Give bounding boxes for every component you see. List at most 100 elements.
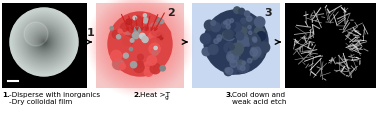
Circle shape <box>241 34 248 41</box>
Circle shape <box>115 60 124 70</box>
Circle shape <box>153 49 158 54</box>
Circle shape <box>160 66 165 71</box>
Circle shape <box>26 24 62 60</box>
Circle shape <box>22 20 66 64</box>
Circle shape <box>40 38 48 45</box>
Circle shape <box>34 32 54 52</box>
Circle shape <box>12 10 76 74</box>
Circle shape <box>119 36 131 48</box>
Circle shape <box>239 8 245 14</box>
Circle shape <box>222 22 228 28</box>
Circle shape <box>250 46 261 57</box>
Circle shape <box>34 32 54 52</box>
Circle shape <box>232 22 242 32</box>
Circle shape <box>40 38 48 46</box>
Circle shape <box>154 46 157 50</box>
Circle shape <box>111 50 122 61</box>
Circle shape <box>231 43 243 55</box>
Circle shape <box>139 33 145 39</box>
Circle shape <box>30 28 58 56</box>
Circle shape <box>11 9 77 75</box>
Circle shape <box>204 10 268 74</box>
Circle shape <box>134 27 140 33</box>
Circle shape <box>160 19 164 23</box>
Circle shape <box>123 35 133 46</box>
Circle shape <box>24 22 64 62</box>
Circle shape <box>136 61 143 67</box>
Circle shape <box>108 12 172 76</box>
Circle shape <box>234 33 239 38</box>
Circle shape <box>98 2 181 86</box>
Circle shape <box>149 38 161 50</box>
Circle shape <box>152 39 156 44</box>
Circle shape <box>133 29 141 36</box>
Circle shape <box>99 3 181 85</box>
Circle shape <box>102 6 178 82</box>
Circle shape <box>42 40 46 44</box>
Circle shape <box>31 29 57 55</box>
Circle shape <box>142 36 148 42</box>
Circle shape <box>17 15 71 69</box>
Text: -Disperse with inorganics
-Dry colloidal film: -Disperse with inorganics -Dry colloidal… <box>9 92 100 105</box>
Circle shape <box>230 19 234 22</box>
Circle shape <box>143 14 147 17</box>
Circle shape <box>16 14 72 70</box>
Circle shape <box>248 25 251 29</box>
Circle shape <box>237 65 242 69</box>
Circle shape <box>100 4 180 84</box>
Circle shape <box>215 37 223 45</box>
Circle shape <box>150 63 161 74</box>
Circle shape <box>19 17 69 67</box>
Circle shape <box>23 21 65 63</box>
Circle shape <box>156 33 163 40</box>
Circle shape <box>110 27 113 30</box>
Circle shape <box>217 38 221 41</box>
Circle shape <box>12 10 76 74</box>
Text: 3.: 3. <box>225 92 233 98</box>
Circle shape <box>259 42 270 53</box>
Circle shape <box>138 54 143 60</box>
Circle shape <box>229 66 237 74</box>
Circle shape <box>254 27 264 37</box>
Circle shape <box>228 22 235 29</box>
Circle shape <box>211 22 220 32</box>
Circle shape <box>14 12 74 72</box>
Circle shape <box>248 58 252 63</box>
Circle shape <box>246 16 252 21</box>
Circle shape <box>223 21 227 24</box>
Circle shape <box>217 45 227 55</box>
Text: 1.: 1. <box>2 92 10 98</box>
Circle shape <box>27 25 61 59</box>
Circle shape <box>24 22 48 46</box>
Circle shape <box>143 18 148 23</box>
Circle shape <box>144 26 149 31</box>
Circle shape <box>215 52 222 60</box>
Circle shape <box>21 19 67 65</box>
Circle shape <box>150 23 160 32</box>
Circle shape <box>240 66 245 70</box>
Circle shape <box>234 7 240 13</box>
Circle shape <box>237 61 249 73</box>
Circle shape <box>215 38 224 47</box>
Circle shape <box>39 37 49 47</box>
Circle shape <box>104 8 176 80</box>
Circle shape <box>96 0 184 88</box>
Circle shape <box>229 45 234 50</box>
Circle shape <box>42 40 46 44</box>
Circle shape <box>216 29 227 39</box>
Circle shape <box>152 50 158 55</box>
Circle shape <box>228 46 236 54</box>
Circle shape <box>37 35 51 49</box>
Circle shape <box>211 20 216 25</box>
Circle shape <box>20 18 68 66</box>
Circle shape <box>237 60 245 67</box>
Text: 3: 3 <box>264 8 272 18</box>
Circle shape <box>33 31 55 53</box>
Circle shape <box>25 23 63 61</box>
Circle shape <box>38 36 50 48</box>
Circle shape <box>217 35 222 40</box>
Circle shape <box>14 11 74 72</box>
Circle shape <box>118 29 122 33</box>
Circle shape <box>221 17 226 22</box>
Text: Cool down and
weak acid etch: Cool down and weak acid etch <box>232 92 287 105</box>
